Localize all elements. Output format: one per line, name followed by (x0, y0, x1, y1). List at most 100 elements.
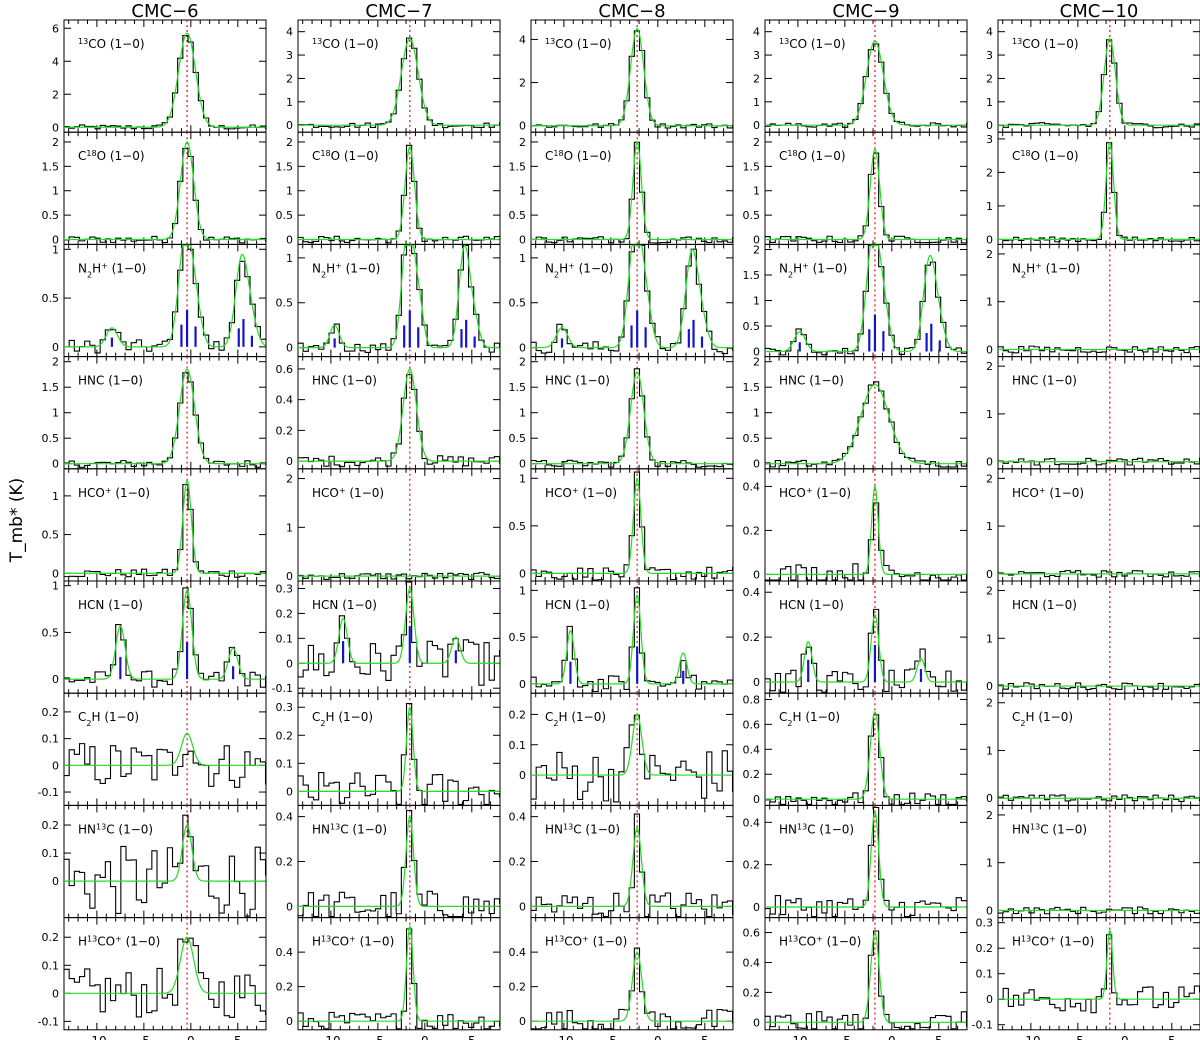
label-part: 13 (1030, 822, 1040, 831)
label-part: C (340, 822, 348, 836)
spectrum-panel: 0 0.5 1 HCN (1−0) (509, 580, 734, 694)
molecule-label: N2H+ (1−0) (779, 261, 847, 279)
x-tick-label: -5 (839, 1034, 851, 1040)
y-tick-label: 2 (519, 136, 526, 149)
fit-curve (64, 589, 266, 680)
label-part: + (1039, 485, 1046, 494)
fit-curve (998, 141, 1200, 240)
molecule-label: HNC (1−0) (1012, 374, 1077, 388)
label-part: HCN (312, 598, 338, 612)
label-part: (1−0) (805, 598, 844, 612)
spectrum-panel: 0 0.5 1 N2H+ (1−0) (42, 243, 267, 358)
y-tick-label: 0 (286, 570, 293, 583)
y-tick-label: 0.5 (42, 432, 60, 445)
fit-curve (298, 924, 500, 1022)
molecule-label: HCN (1−0) (1012, 598, 1077, 612)
label-part: 2 (1020, 719, 1025, 728)
y-tick-label: 0 (286, 342, 293, 355)
y-tick-label: 0 (286, 119, 293, 132)
column-title: CMC−7 (365, 1, 432, 22)
y-tick-label: 0 (52, 875, 59, 888)
fit-curve (64, 244, 266, 348)
observed-spectrum (298, 928, 501, 1030)
y-tick-label: 0.2 (276, 856, 294, 869)
label-part: 18 (553, 149, 563, 158)
y-tick-label: 0 (519, 567, 526, 580)
label-part: (1−0) (1040, 37, 1079, 51)
y-tick-label: 0.1 (276, 757, 294, 770)
label-part: H (92, 261, 101, 275)
spectrum-panel: 0 0.5 1 1.5 2 C18O (1−0) (743, 131, 968, 247)
fit-curve (765, 148, 967, 241)
molecule-label: C18O (1−0) (312, 149, 379, 164)
y-tick-label: 0.1 (509, 739, 527, 752)
label-part: H (1012, 935, 1021, 949)
label-part: 13 (797, 822, 807, 831)
label-part: (1−0) (1038, 598, 1077, 612)
label-part: 13 (321, 934, 331, 943)
y-tick-label: 1.5 (509, 381, 527, 394)
observed-spectrum (64, 147, 267, 244)
label-part: H (559, 261, 568, 275)
label-part: HN (1012, 822, 1030, 836)
label-part: O (1031, 149, 1040, 163)
label-part: H (779, 935, 788, 949)
label-part: C (1012, 149, 1020, 163)
y-tick-label: 1 (52, 490, 59, 503)
label-part: HCO (1012, 486, 1039, 500)
molecule-label: HN13C (1−0) (312, 822, 387, 837)
label-part: C (1012, 710, 1020, 724)
spectrum-panel: 0 0.5 1 1.5 2 C18O (1−0) (509, 131, 734, 247)
label-part: H (91, 710, 100, 724)
x-tick-label: -5 (605, 1034, 617, 1040)
molecule-label: C18O (1−0) (779, 149, 846, 164)
y-tick-label: 0 (753, 901, 760, 914)
y-tick-label: 2 (753, 72, 760, 85)
label-part: + (1035, 261, 1042, 270)
y-tick-label: 0.5 (509, 297, 527, 310)
label-part: (1−0) (1038, 374, 1077, 388)
label-part: N (312, 261, 321, 275)
spectrum-panel: 0 0.2 0.4 HN13C (1−0) (509, 804, 734, 919)
label-part: 13 (87, 934, 97, 943)
y-tick-label: 0.2 (509, 981, 527, 994)
y-tick-label: 0 (986, 456, 993, 469)
y-tick-label: 1 (753, 295, 760, 308)
y-tick-label: 2 (986, 72, 993, 85)
fit-curve (765, 810, 967, 908)
label-part: H (325, 710, 334, 724)
observed-spectrum (298, 144, 501, 244)
molecule-label: C2H (1−0) (545, 710, 606, 728)
y-tick-label: 0 (986, 680, 993, 693)
spectrum-panel: 0 0.1 0.2 C2H (1−0) (509, 692, 734, 806)
observed-spectrum (998, 934, 1200, 1014)
observed-spectrum (298, 572, 501, 581)
y-tick-label: 0.1 (976, 968, 994, 981)
y-tick-label: 1 (52, 580, 59, 593)
y-tick-label: 0 (986, 233, 993, 246)
molecule-label: H13CO+ (1−0) (1012, 934, 1094, 949)
spectrum-panel: 0 0.5 1 N2H+ (1−0) (276, 243, 501, 358)
label-part: (1−0) (349, 822, 388, 836)
label-part: H (793, 261, 802, 275)
panel-frame (297, 917, 501, 1031)
label-part: + (816, 934, 823, 943)
label-part: (1−0) (338, 374, 377, 388)
molecule-label: 13CO (1−0) (78, 37, 145, 52)
molecule-label: H13CO+ (1−0) (545, 934, 627, 949)
label-part: H (792, 710, 801, 724)
y-tick-label: 1 (986, 520, 993, 533)
observed-spectrum (998, 906, 1200, 915)
label-part: (1−0) (589, 935, 628, 949)
y-tick-label: 0 (986, 993, 993, 1006)
spectrum-panel: 0 1 2 3 4 13CO (1−0) (753, 19, 968, 133)
y-tick-label: 0.8 (743, 693, 761, 706)
y-tick-label: 0.4 (276, 811, 294, 824)
fit-curve (298, 145, 500, 241)
label-part: CO (322, 37, 340, 51)
fit-curve (765, 40, 967, 126)
label-part: + (806, 485, 813, 494)
y-tick-label: 0.4 (276, 394, 294, 407)
molecule-label: C18O (1−0) (545, 149, 612, 164)
label-part: 2 (86, 719, 91, 728)
